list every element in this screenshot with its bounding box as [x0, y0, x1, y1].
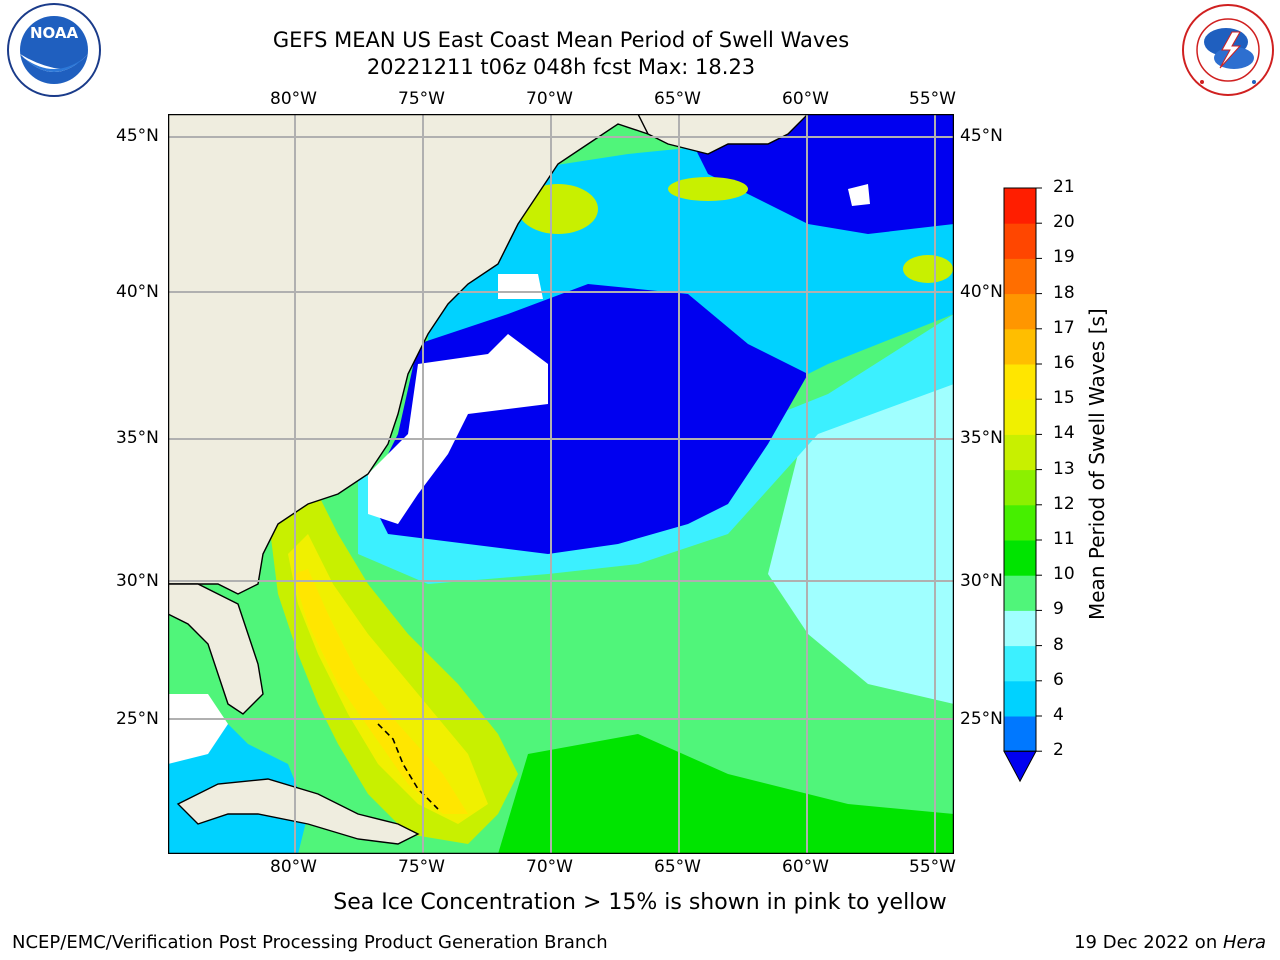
- colorbar-tick-label: 15: [1053, 388, 1075, 409]
- lon-label-top-65w: 65°W: [654, 89, 701, 109]
- lon-label-bottom-80w: 80°W: [270, 857, 317, 877]
- colorbar-tick-label: 11: [1053, 529, 1075, 549]
- colorbar-tick-label: 21: [1053, 177, 1075, 197]
- colorbar-segment: [1004, 645, 1036, 682]
- lon-label-bottom-70w: 70°W: [526, 857, 573, 877]
- colorbar-tick-label: 17: [1053, 317, 1075, 338]
- land-maritimes: [637, 114, 809, 155]
- ocean-field-10s: [498, 734, 954, 854]
- noaa-logo-text: NOAA: [30, 24, 79, 42]
- lon-label-bottom-55w: 55°W: [909, 857, 956, 877]
- colorbar-segment: [1004, 680, 1036, 717]
- colorbar-segment: [1004, 504, 1036, 541]
- colorbar-segment: [1004, 223, 1036, 259]
- colorbar: [1000, 186, 1080, 790]
- lat-label-left-25n: 25°N: [116, 709, 159, 729]
- footer-date-text: 19 Dec 2022 on: [1074, 932, 1223, 953]
- lon-label-bottom-75w: 75°W: [398, 857, 445, 877]
- colorbar-segment: [1004, 328, 1036, 365]
- lon-label-top-60w: 60°W: [782, 89, 829, 109]
- colorbar-tick-label: 19: [1053, 247, 1075, 268]
- colorbar-segment: [1004, 399, 1036, 435]
- sea-ice-footnote: Sea Ice Concentration > 15% is shown in …: [333, 890, 947, 915]
- colorbar-segment: [1004, 364, 1036, 400]
- nws-logo: [1176, 2, 1280, 102]
- chart-subtitle: 20221211 t06z 048h fcst Max: 18.23: [366, 55, 756, 79]
- colorbar-label: Mean Period of Swell Waves [s]: [1085, 308, 1109, 620]
- colorbar-segment: [1004, 434, 1036, 471]
- ocean-patch-13s: [518, 184, 598, 234]
- swell-period-map: [167, 113, 955, 858]
- lon-label-bottom-60w: 60°W: [782, 857, 829, 877]
- ocean-field-below-2s: [368, 284, 808, 554]
- land-north-america: [168, 114, 669, 595]
- footer-machine: Hera: [1222, 932, 1266, 953]
- no-data-region: [368, 334, 548, 524]
- lon-label-bottom-65w: 65°W: [654, 857, 701, 877]
- colorbar-segment: [1004, 293, 1036, 330]
- ocean-field-15s-band: [293, 569, 468, 814]
- colorbar-tick-label: 16: [1053, 353, 1075, 373]
- map-frame: [167, 113, 955, 855]
- colorbar-tick-label: 13: [1053, 458, 1075, 479]
- lat-label-right-25n: 25°N: [960, 709, 1003, 729]
- colorbar-tick-label: 10: [1053, 564, 1075, 585]
- ocean-field-14s-band: [288, 534, 488, 824]
- colorbar-tick-label: 8: [1053, 634, 1064, 655]
- colorbar-tick-label: 2: [1053, 740, 1064, 761]
- footer-date: 19 Dec 2022 on Hera: [1074, 932, 1266, 953]
- no-data-region-north: [848, 184, 870, 206]
- gridlines: [168, 114, 954, 854]
- noaa-logo: NOAA: [2, 2, 106, 102]
- colorbar-segment: [1004, 258, 1036, 295]
- colorbar-tick-label: 20: [1053, 212, 1075, 233]
- lon-label-top-55w: 55°W: [909, 89, 956, 109]
- lat-label-left-35n: 35°N: [116, 428, 159, 448]
- colorbar-tick-label: 4: [1053, 705, 1064, 725]
- colorbar-segment: [1004, 469, 1036, 506]
- lat-label-right-45n: 45°N: [960, 126, 1003, 146]
- colorbar-under-arrow: [1003, 750, 1037, 783]
- colorbar-tick-label: 9: [1053, 599, 1064, 620]
- chart-title: GEFS MEAN US East Coast Mean Period of S…: [272, 28, 850, 52]
- lat-label-right-30n: 30°N: [960, 571, 1003, 591]
- colorbar-segment: [1004, 540, 1036, 576]
- colorbar-tick-label: 18: [1053, 282, 1075, 303]
- no-data-region-small: [498, 274, 543, 299]
- colorbar-segment: [1004, 610, 1036, 647]
- land-florida: [168, 583, 264, 715]
- lat-label-left-45n: 45°N: [116, 126, 159, 146]
- lat-label-left-40n: 40°N: [116, 282, 159, 302]
- lat-label-right-40n: 40°N: [960, 282, 1003, 302]
- colorbar-tick-label: 6: [1053, 669, 1064, 690]
- lon-label-top-80w: 80°W: [270, 89, 317, 109]
- footer-branch: NCEP/EMC/Verification Post Processing Pr…: [12, 932, 608, 953]
- colorbar-segment: [1004, 575, 1036, 611]
- colorbar-tick-label: 12: [1053, 493, 1075, 514]
- colorbar-segment: [1004, 716, 1036, 752]
- no-data-gulf: [168, 694, 228, 764]
- lat-label-right-35n: 35°N: [960, 428, 1003, 448]
- lon-label-top-75w: 75°W: [398, 89, 445, 109]
- colorbar-segment: [1004, 188, 1036, 224]
- colorbar-tick-label: 14: [1053, 423, 1075, 444]
- ocean-patch-13s-3: [903, 255, 953, 283]
- lon-label-top-70w: 70°W: [526, 89, 573, 109]
- land-cuba: [176, 778, 420, 845]
- land-bahamas: [377, 723, 439, 810]
- lat-label-left-30n: 30°N: [116, 571, 159, 591]
- ocean-patch-13s-2: [668, 177, 748, 201]
- ocean-field-8s-east: [768, 374, 954, 704]
